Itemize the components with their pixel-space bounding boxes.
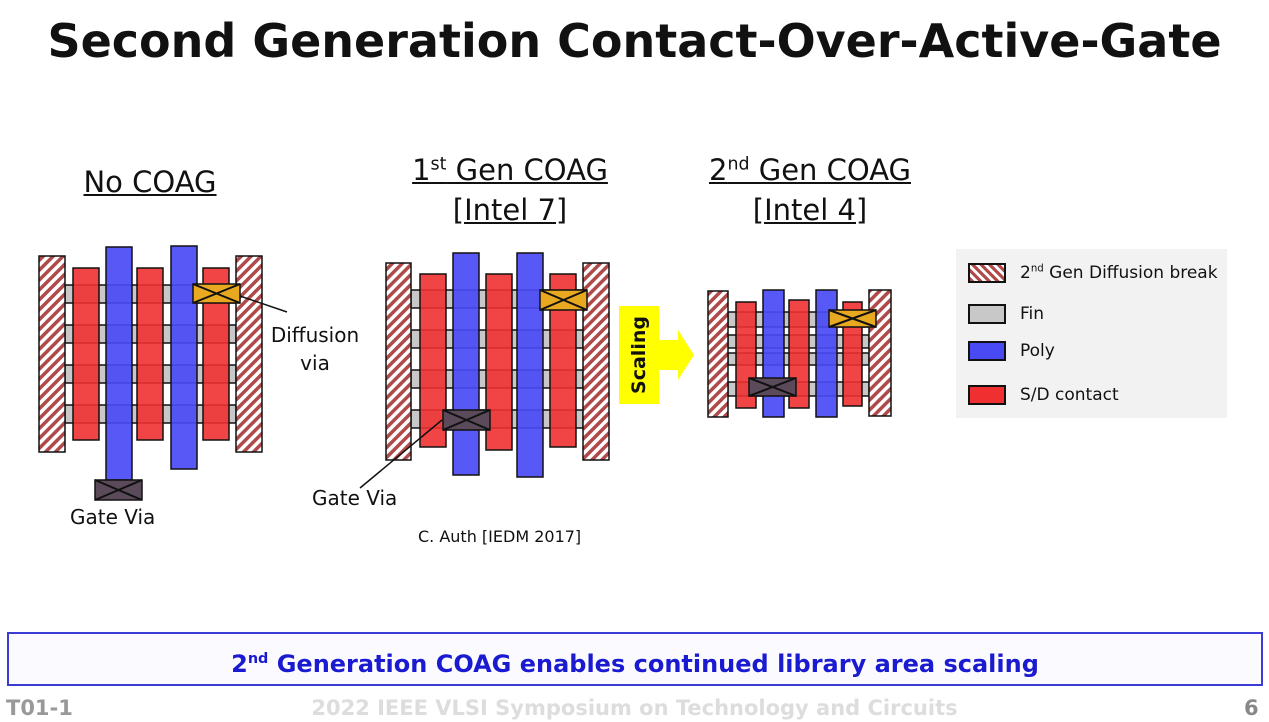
t: 2 xyxy=(1020,263,1031,283)
sd-contact xyxy=(72,267,100,441)
sd-contact xyxy=(842,301,863,407)
legend-item-diffusion-break: 2nd Gen Diffusion break xyxy=(968,263,1218,283)
diffusion-via-x xyxy=(828,309,877,328)
hatch-swatch xyxy=(968,263,1006,283)
scaling-label-box: Scaling xyxy=(623,306,655,404)
gate-via-label-first-gen: Gate Via xyxy=(312,486,398,510)
slide-title: Second Generation Contact-Over-Active-Ga… xyxy=(47,14,1222,68)
poly-swatch xyxy=(968,341,1006,361)
poly-gate xyxy=(170,245,198,470)
gate-via-x xyxy=(94,479,143,501)
gate-via-x xyxy=(442,409,491,431)
diffusion-via-pointer xyxy=(239,295,288,313)
diffusion-break xyxy=(38,255,66,453)
page-number: 6 xyxy=(1244,696,1259,720)
fin-swatch xyxy=(968,304,1006,324)
legend-item-poly: Poly xyxy=(968,341,1055,361)
poly-gate xyxy=(516,252,544,478)
t: 2 xyxy=(708,152,728,187)
scaling-arrow xyxy=(619,306,694,404)
scaling-label: Scaling xyxy=(628,316,651,394)
conference-name: 2022 IEEE VLSI Symposium on Technology a… xyxy=(311,696,958,720)
gate-via-label-no-coag: Gate Via xyxy=(70,505,156,529)
label: Poly xyxy=(1020,341,1055,361)
t: Gen COAG xyxy=(749,152,911,187)
gate-via-pointer xyxy=(359,419,443,489)
t: Generation COAG enables continued librar… xyxy=(268,650,1039,678)
heading-text: 1st Gen COAG xyxy=(412,153,608,187)
diffusion-break xyxy=(707,290,729,418)
poly-gate xyxy=(452,252,480,476)
label: 2nd Gen Diffusion break xyxy=(1020,263,1218,283)
second-gen-heading: 2nd Gen COAG [Intel 4] xyxy=(680,144,940,230)
citation: C. Auth [IEDM 2017] xyxy=(418,527,582,546)
legend-item-fin: Fin xyxy=(968,304,1044,324)
diffusion-via-x xyxy=(192,283,241,304)
subtitle: [Intel 4] xyxy=(752,192,868,227)
t: nd xyxy=(727,154,750,174)
legend-item-sd-contact: S/D contact xyxy=(968,385,1119,405)
heading-text: 2nd Gen COAG xyxy=(709,153,911,187)
diffusion-via-label: Diffusion via xyxy=(265,321,365,377)
gate-via-x xyxy=(748,377,797,397)
t: Gen COAG xyxy=(446,152,608,187)
heading-text: No COAG xyxy=(83,165,217,199)
sd-contact xyxy=(419,273,447,448)
t: nd xyxy=(247,651,269,667)
t: 2 xyxy=(231,650,248,678)
key-message-banner: 2nd Generation COAG enables continued li… xyxy=(7,632,1263,686)
t: via xyxy=(300,351,330,375)
t: Gen Diffusion break xyxy=(1043,263,1218,283)
first-gen-heading: 1st Gen COAG [Intel 7] xyxy=(380,144,640,230)
sd-swatch xyxy=(968,385,1006,405)
poly-gate xyxy=(762,289,785,418)
no-coag-heading: No COAG xyxy=(50,162,250,202)
poly-gate xyxy=(105,246,133,481)
diffusion-break xyxy=(868,289,892,417)
label: S/D contact xyxy=(1020,385,1119,405)
diffusion-via-x xyxy=(539,289,588,311)
t: st xyxy=(430,154,447,174)
t: 1 xyxy=(412,152,431,187)
t: Diffusion xyxy=(270,323,360,347)
label: Fin xyxy=(1020,304,1045,324)
poly-gate xyxy=(815,289,838,418)
t: nd xyxy=(1030,263,1044,275)
session-id: T01-1 xyxy=(6,696,73,720)
diffusion-break xyxy=(385,262,412,461)
legend: 2nd Gen Diffusion break Fin Poly S/D con… xyxy=(956,249,1227,418)
sd-contact xyxy=(136,267,164,441)
subtitle: [Intel 7] xyxy=(452,192,568,227)
